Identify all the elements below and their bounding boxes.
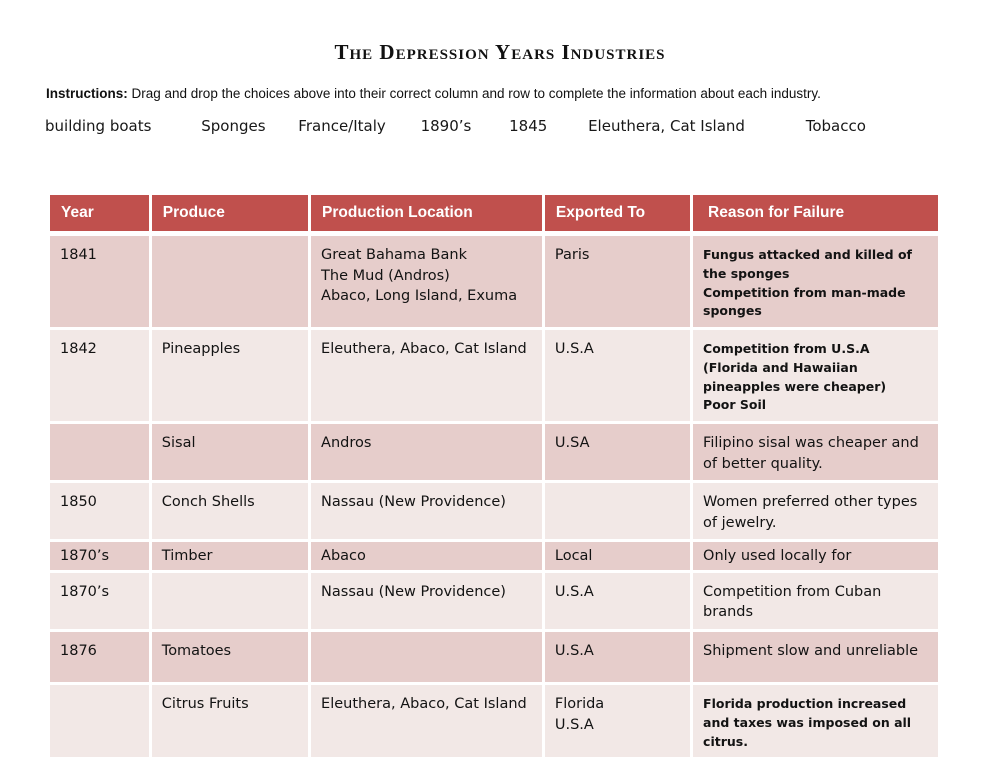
cell-exported-row7: U.S.A <box>541 629 694 686</box>
cell-reason-row5: Only used locally for <box>690 539 941 573</box>
table-row: 1841 Great Bahama Bank The Mud (Andros) … <box>47 232 941 330</box>
cell-year-1841: 1841 <box>47 232 152 330</box>
worksheet-page: The Depression Years Industries Instruct… <box>0 40 1000 772</box>
cell-produce-row5: Timber <box>148 539 312 573</box>
word-bank-item-sponges[interactable]: Sponges <box>201 117 266 135</box>
table-row: 1850 Conch Shells Nassau (New Providence… <box>47 480 941 543</box>
cell-year-1850: 1850 <box>47 480 152 543</box>
instructions-label: Instructions: <box>46 86 128 101</box>
cell-produce-row8: Citrus Fruits <box>148 682 312 761</box>
cell-reason-row6: Competition from Cuban brands <box>690 569 941 633</box>
cell-exported-row3: U.SA <box>541 420 694 484</box>
word-bank-item-eleuthera-cat-island[interactable]: Eleuthera, Cat Island <box>588 117 745 135</box>
cell-exported-row5: Local <box>541 539 694 573</box>
drop-target-location-row7[interactable] <box>308 629 545 686</box>
table-header-row: Year Produce Production Location Exporte… <box>47 192 941 236</box>
industries-table: Year Produce Production Location Exporte… <box>47 192 941 761</box>
cell-exported-row6: U.S.A <box>541 569 694 633</box>
cell-year-1870s: 1870’s <box>47 569 152 633</box>
word-bank-item-1845[interactable]: 1845 <box>509 117 548 135</box>
cell-location-row6: Nassau (New Providence) <box>308 569 545 633</box>
cell-location-row2: Eleuthera, Abaco, Cat Island <box>308 327 545 424</box>
cell-year-1842: 1842 <box>47 327 152 424</box>
cell-location-row1: Great Bahama Bank The Mud (Andros) Abaco… <box>308 232 545 330</box>
cell-produce-row3: Sisal <box>148 420 312 484</box>
cell-reason-row7: Shipment slow and unreliable <box>690 629 941 686</box>
instructions-text: Drag and drop the choices above into the… <box>127 86 821 101</box>
cell-exported-row2: U.S.A <box>541 327 694 424</box>
word-bank-item-france-italy[interactable]: France/Italy <box>298 117 386 135</box>
cell-location-row4: Nassau (New Providence) <box>308 480 545 543</box>
header-reason-for-failure: Reason for Failure <box>690 192 941 236</box>
drop-target-exported-row4[interactable] <box>541 480 694 543</box>
cell-reason-row1: Fungus attacked and killed of the sponge… <box>690 232 941 330</box>
table-row: 1870’s Timber Abaco Local Only used loca… <box>47 539 941 573</box>
table-row: 1876 Tomatoes U.S.A Shipment slow and un… <box>47 629 941 686</box>
cell-produce-row2: Pineapples <box>148 327 312 424</box>
word-bank: building boats Sponges France/Italy 1890… <box>45 117 1000 135</box>
drop-target-produce-row6[interactable] <box>148 569 312 633</box>
table-row: 1870’s Nassau (New Providence) U.S.A Com… <box>47 569 941 633</box>
table-row: Sisal Andros U.SA Filipino sisal was che… <box>47 420 941 484</box>
cell-year-1870s-timber: 1870’s <box>47 539 152 573</box>
cell-location-row3: Andros <box>308 420 545 484</box>
header-production-location: Production Location <box>308 192 545 236</box>
word-bank-item-building-boats[interactable]: building boats <box>45 117 152 135</box>
cell-produce-row4: Conch Shells <box>148 480 312 543</box>
cell-reason-row2: Competition from U.S.A (Florida and Hawa… <box>690 327 941 424</box>
cell-reason-row3: Filipino sisal was cheaper and of better… <box>690 420 941 484</box>
drop-target-year-row3[interactable] <box>47 420 152 484</box>
drop-target-year-row8[interactable] <box>47 682 152 761</box>
cell-exported-row8: Florida U.S.A <box>541 682 694 761</box>
cell-reason-row4: Women preferred other types of jewelry. <box>690 480 941 543</box>
cell-reason-row8: Florida production increased and taxes w… <box>690 682 941 761</box>
table-row: Citrus Fruits Eleuthera, Abaco, Cat Isla… <box>47 682 941 761</box>
word-bank-item-1890s[interactable]: 1890’s <box>420 117 472 135</box>
instructions: Instructions: Drag and drop the choices … <box>46 86 1000 101</box>
cell-year-1876: 1876 <box>47 629 152 686</box>
table-row: 1842 Pineapples Eleuthera, Abaco, Cat Is… <box>47 327 941 424</box>
header-produce: Produce <box>148 192 312 236</box>
drop-target-produce-row1[interactable] <box>148 232 312 330</box>
cell-location-row8: Eleuthera, Abaco, Cat Island <box>308 682 545 761</box>
cell-exported-row1: Paris <box>541 232 694 330</box>
word-bank-item-tobacco[interactable]: Tobacco <box>805 117 866 135</box>
page-title: The Depression Years Industries <box>334 40 666 64</box>
cell-location-row5: Abaco <box>308 539 545 573</box>
header-year: Year <box>47 192 152 236</box>
cell-produce-row7: Tomatoes <box>148 629 312 686</box>
header-exported-to: Exported To <box>541 192 694 236</box>
